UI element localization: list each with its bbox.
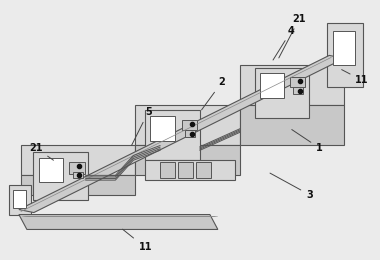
Text: 2: 2: [201, 77, 225, 110]
Bar: [150, 116, 175, 141]
Bar: [9, 185, 31, 214]
Bar: [196, 162, 211, 178]
Text: 4: 4: [273, 25, 295, 60]
Bar: [182, 120, 197, 130]
Text: 3: 3: [270, 173, 313, 200]
Bar: [145, 160, 235, 180]
Bar: [333, 30, 355, 65]
Polygon shape: [21, 145, 135, 175]
Text: 5: 5: [131, 107, 152, 145]
Polygon shape: [135, 145, 240, 175]
Bar: [178, 162, 193, 178]
Text: 21: 21: [279, 14, 306, 58]
Bar: [69, 162, 85, 174]
Polygon shape: [240, 105, 344, 145]
Bar: [145, 110, 200, 160]
Text: 1: 1: [292, 129, 323, 153]
Text: 21: 21: [29, 143, 54, 160]
Bar: [185, 130, 195, 137]
Polygon shape: [21, 175, 135, 195]
Bar: [255, 68, 309, 118]
Polygon shape: [135, 105, 240, 145]
Bar: [327, 23, 363, 87]
Bar: [33, 152, 87, 200]
Text: 11: 11: [342, 70, 369, 85]
Bar: [260, 73, 285, 98]
Polygon shape: [240, 65, 344, 105]
Bar: [39, 158, 63, 182]
Bar: [13, 190, 26, 207]
Bar: [160, 162, 175, 178]
Bar: [290, 77, 306, 87]
Text: 11: 11: [122, 229, 152, 252]
Polygon shape: [19, 55, 344, 213]
Polygon shape: [19, 214, 218, 230]
Bar: [73, 172, 82, 178]
Bar: [293, 87, 303, 94]
